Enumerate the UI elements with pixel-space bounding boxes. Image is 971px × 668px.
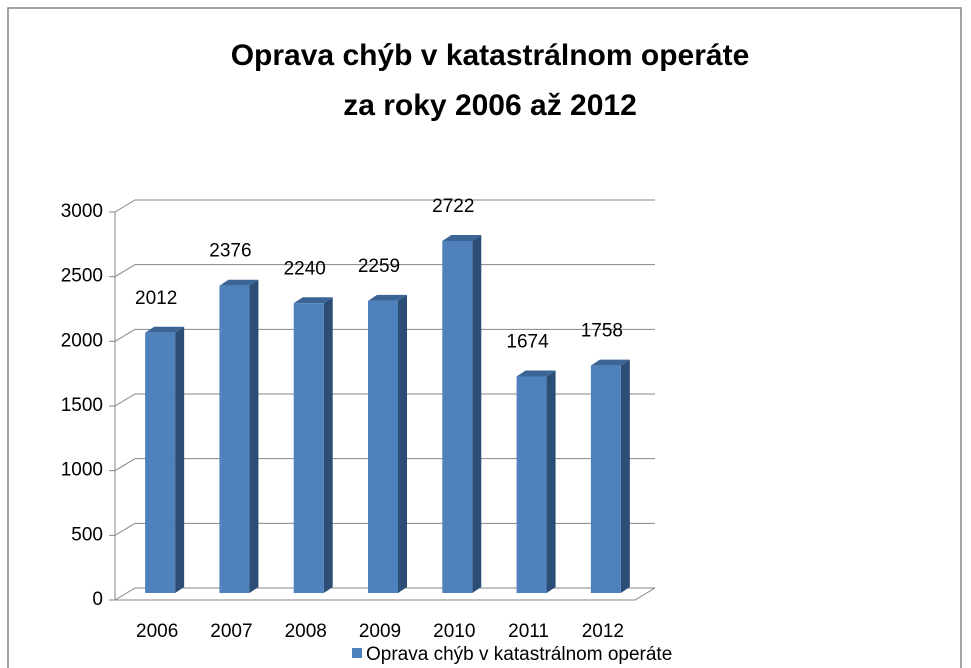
bar-face — [249, 279, 259, 593]
bar — [368, 294, 407, 593]
bar-face — [590, 359, 630, 366]
x-tick-label: 2010 — [433, 621, 475, 642]
bar-face — [145, 332, 176, 593]
x-tick-label: 2008 — [285, 621, 327, 642]
grid-line — [114, 393, 655, 407]
grid-line — [114, 458, 655, 472]
bar-face — [442, 234, 482, 241]
bar — [516, 370, 556, 593]
y-tick-label: 0 — [92, 589, 103, 610]
bar-face — [219, 279, 259, 286]
bar-face — [219, 285, 250, 593]
y-tick-label: 1500 — [61, 395, 103, 416]
bar — [293, 297, 333, 593]
data-label: 2259 — [358, 256, 400, 277]
bar-face — [145, 326, 185, 333]
grid-line — [114, 328, 655, 342]
legend-label: Oprava chýb v katastrálnom operáte — [366, 644, 672, 665]
bar-face — [620, 359, 630, 593]
legend-swatch — [352, 648, 362, 658]
data-label: 1674 — [506, 332, 549, 353]
x-tick-label: 2009 — [359, 621, 401, 642]
y-tick-label: 500 — [71, 524, 103, 545]
bar-face — [323, 297, 333, 593]
bar-face — [293, 297, 333, 304]
bar-face — [293, 303, 324, 593]
y-tick-label: 2500 — [61, 266, 103, 287]
y-tick-label: 3000 — [61, 201, 103, 222]
y-tick-label: 2000 — [61, 330, 103, 351]
bar-face — [590, 365, 621, 593]
x-tick-label: 2011 — [508, 621, 549, 642]
grid-line — [114, 587, 655, 601]
bar — [219, 279, 259, 593]
x-tick-label: 2006 — [136, 621, 178, 642]
grid-line — [114, 199, 655, 213]
data-label: 2240 — [284, 258, 326, 279]
grid-line — [114, 522, 655, 536]
bar-face — [398, 294, 407, 593]
bar-face — [546, 370, 556, 593]
bar — [590, 359, 630, 593]
data-label: 2376 — [209, 241, 251, 262]
x-tick-label: 2007 — [210, 621, 252, 642]
y-tick-label: 1000 — [61, 460, 103, 481]
bar-face — [516, 370, 556, 377]
grid-line — [114, 264, 655, 278]
bar-face — [175, 326, 185, 593]
bar-face — [368, 294, 407, 301]
bar-face — [472, 234, 482, 594]
bar — [145, 326, 185, 593]
bar-face — [368, 300, 398, 593]
chart-border — [7, 7, 962, 668]
bar — [442, 234, 482, 594]
data-label: 2012 — [135, 288, 177, 309]
chart-title: Oprava chýb v katastrálnom operáte — [231, 39, 750, 72]
bar-face — [516, 376, 547, 593]
chart-title: za roky 2006 až 2012 — [343, 89, 637, 122]
bar-face — [442, 240, 473, 594]
data-label: 1758 — [581, 321, 623, 342]
x-tick-label: 2012 — [582, 621, 624, 642]
data-label: 2722 — [432, 196, 474, 217]
